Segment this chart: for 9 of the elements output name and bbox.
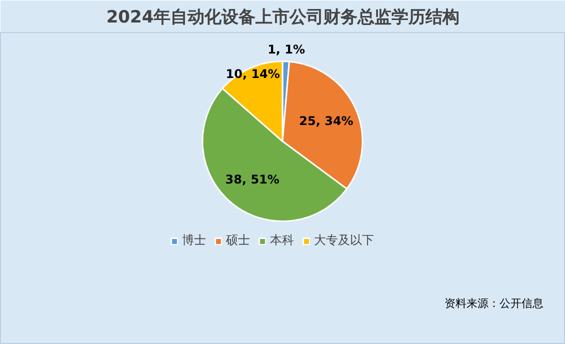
legend-label: 大专及以下: [314, 232, 374, 249]
data-label: 1, 1%: [268, 42, 306, 56]
text: 资料来源：公开信息: [444, 296, 544, 310]
legend-label: 博士: [182, 232, 206, 249]
data-label: 38, 51%: [225, 172, 280, 187]
chart-title: 2024年自动化设备上市公司财务总监学历结构: [106, 8, 460, 28]
legend-label: 本科: [270, 232, 294, 249]
legend-label: 硕士: [226, 232, 250, 249]
data-label: 25, 34%: [299, 114, 354, 128]
